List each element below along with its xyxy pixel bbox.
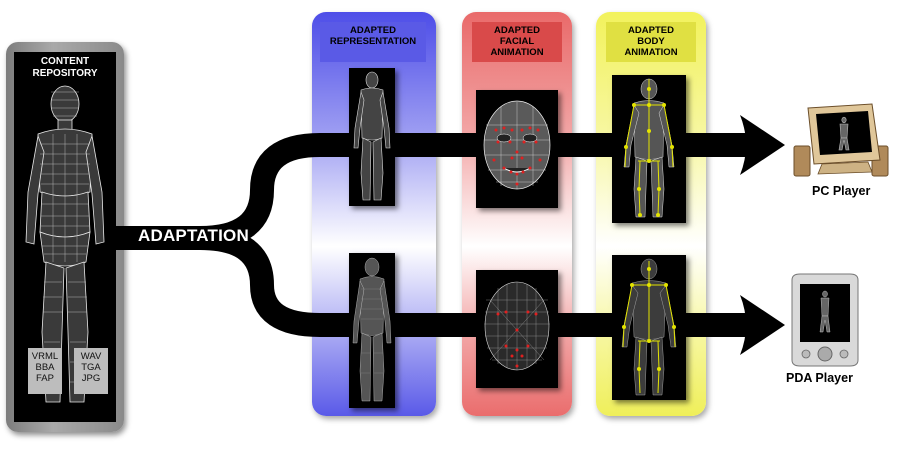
lower-flow-path	[199, 226, 760, 337]
skeleton-icon	[623, 78, 675, 218]
face-wireframe-icon	[484, 281, 550, 371]
facial-title-line3: ANIMATION	[490, 47, 544, 58]
facial-title-line1: ADAPTED	[494, 25, 540, 36]
repository-title: CONTENT REPOSITORY	[14, 56, 116, 80]
body-thumb-bottom	[612, 255, 686, 400]
body-title-line2: BODY	[637, 36, 665, 47]
facial-title-line2: FACIAL	[499, 36, 535, 47]
format-bba: BBA	[35, 362, 55, 373]
format-jpg: JPG	[81, 373, 101, 384]
human-wireframe-icon	[353, 71, 391, 201]
formats-right-box: WAV TGA JPG	[74, 348, 108, 394]
repository-title-line1: CONTENT	[40, 56, 90, 67]
pc-icon	[793, 103, 889, 177]
representation-title-line2: REPRESENTATION	[329, 36, 417, 47]
body-column-title: ADAPTED BODY ANIMATION	[606, 22, 696, 62]
repository-title-line2: REPOSITORY	[32, 68, 98, 79]
representation-thumb-top	[349, 68, 395, 206]
pda-player-label: PDA Player	[786, 371, 853, 385]
lower-arrow-head	[740, 295, 785, 355]
format-vrml: VRML	[31, 351, 59, 362]
face-wireframe-icon	[483, 100, 551, 190]
skeleton-icon	[621, 258, 677, 396]
pda-icon	[791, 273, 859, 367]
facial-thumb-top	[476, 90, 558, 208]
format-tga: TGA	[81, 362, 101, 373]
human-wireframe-icon	[352, 257, 392, 402]
facial-thumb-bottom	[476, 270, 558, 388]
representation-column-title: ADAPTED REPRESENTATION	[320, 22, 426, 62]
representation-thumb-bottom	[349, 253, 395, 408]
body-thumb-top	[612, 75, 686, 223]
upper-arrow-head	[740, 115, 785, 175]
pc-player-label: PC Player	[812, 184, 871, 198]
body-title-line3: ANIMATION	[624, 47, 678, 58]
format-fap: FAP	[36, 373, 54, 384]
facial-column-title: ADAPTED FACIAL ANIMATION	[472, 22, 562, 62]
formats-left-box: VRML BBA FAP	[28, 348, 62, 394]
adaptation-label: ADAPTATION	[138, 226, 249, 245]
body-title-line1: ADAPTED	[628, 25, 674, 36]
format-wav: WAV	[80, 351, 102, 362]
representation-title-line1: ADAPTED	[350, 25, 396, 36]
